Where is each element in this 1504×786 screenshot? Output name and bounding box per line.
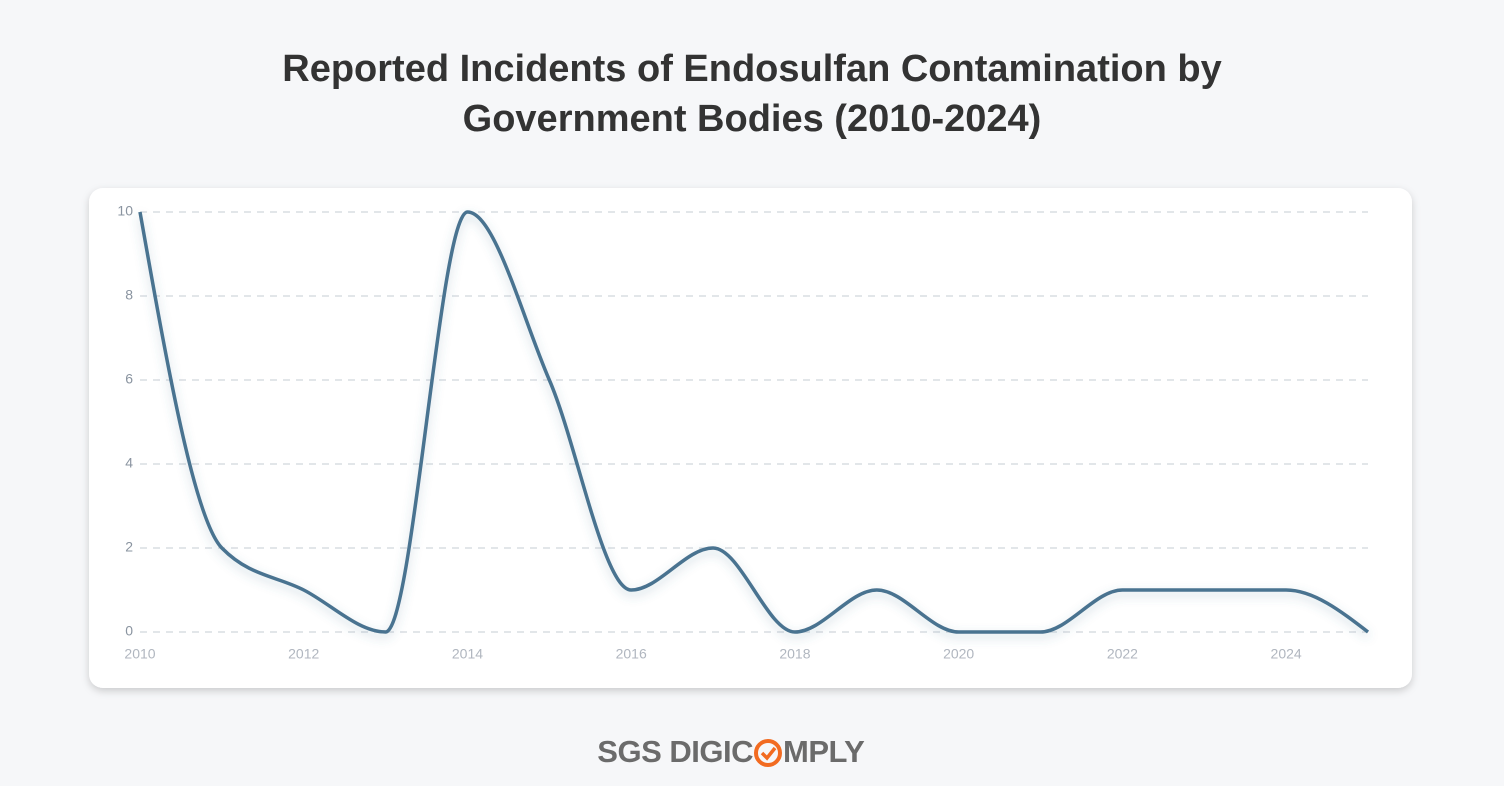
y-tick-label: 8 (125, 287, 133, 303)
x-tick-label: 2014 (452, 646, 483, 662)
chart-title: Reported Incidents of Endosulfan Contami… (282, 48, 1222, 140)
logo-text: MPLY (783, 734, 865, 769)
y-tick-label: 0 (125, 623, 133, 639)
x-tick-label: 2016 (616, 646, 647, 662)
x-tick-label: 2012 (288, 646, 319, 662)
y-tick-label: 6 (125, 371, 133, 387)
plot: 0 2 4 6 8 10 2010 2012 2014 2016 2018 2020 2022 2024 (117, 203, 1370, 662)
data-line (138, 210, 1370, 634)
logo: SGS DIGIC MPLY (597, 734, 865, 769)
logo-icon (754, 739, 782, 767)
y-tick-label: 10 (117, 203, 133, 219)
logo-text: SGS DIGIC (597, 734, 753, 769)
y-tick-label: 2 (125, 539, 133, 555)
x-tick-label: 2022 (1107, 646, 1138, 662)
x-tick-label: 2018 (779, 646, 810, 662)
card (89, 188, 1412, 688)
y-tick-label: 4 (125, 455, 133, 471)
x-tick-label: 2024 (1271, 646, 1302, 662)
x-tick-label: 2010 (124, 646, 155, 662)
logo-check (760, 746, 777, 761)
x-tick-label: 2020 (943, 646, 974, 662)
